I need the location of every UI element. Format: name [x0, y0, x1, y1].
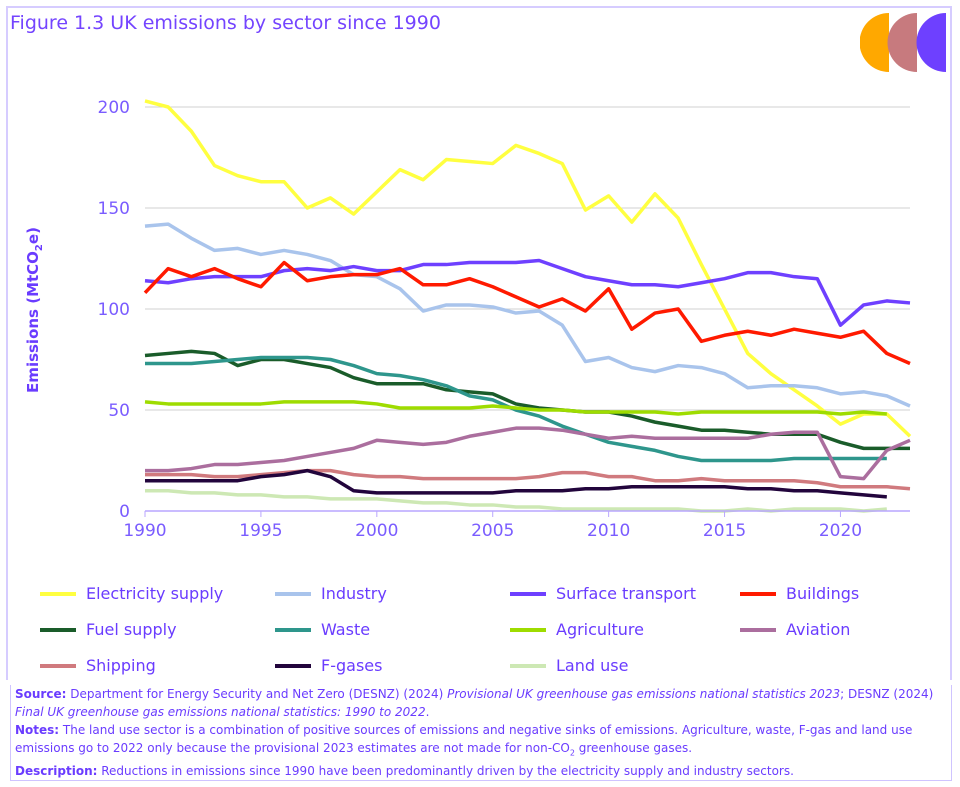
- footer-notes: Source: Department for Energy Security a…: [10, 685, 952, 781]
- legend-label: Land use: [556, 656, 629, 675]
- y-tick-label: 150: [98, 199, 130, 219]
- legend-label: Shipping: [86, 656, 156, 675]
- source-note: Source: Department for Energy Security a…: [15, 687, 934, 719]
- legend-label: F-gases: [321, 656, 383, 675]
- legend-item: Aviation: [740, 620, 850, 639]
- legend-label: Fuel supply: [86, 620, 177, 639]
- notes: Notes: The land use sector is a combinat…: [15, 723, 913, 758]
- legend-swatch: [275, 663, 311, 668]
- legend-label: Buildings: [786, 584, 860, 603]
- series-line-waste: [145, 355, 887, 463]
- y-axis-label: Emissions (MtCO2e): [24, 227, 45, 393]
- x-tick-label: 2015: [703, 521, 746, 541]
- y-tick-label: 200: [98, 98, 130, 118]
- y-tick-label: 0: [119, 502, 130, 522]
- legend-item: Surface transport: [510, 584, 696, 603]
- series-line-surface-transport: [144, 258, 911, 327]
- legend-item: Electricity supply: [40, 584, 223, 603]
- logo: [860, 13, 946, 72]
- legend-label: Waste: [321, 620, 371, 639]
- x-tick-label: 2020: [819, 521, 862, 541]
- x-tick-label: 2000: [355, 521, 398, 541]
- y-tick-label: 50: [108, 401, 130, 421]
- x-tick-label: 2010: [587, 521, 630, 541]
- series-line-aviation: [145, 426, 911, 481]
- legend-swatch: [275, 591, 311, 596]
- series-line-buildings: [143, 260, 911, 366]
- legend-swatch: [275, 627, 311, 632]
- legend-item: Buildings: [740, 584, 859, 603]
- legend-label: Aviation: [786, 620, 851, 639]
- x-tick-label: 2005: [471, 521, 514, 541]
- line-chart: 0 50 100 150 200 1990 1995 2000 2005 2010 2015 2020…: [24, 98, 912, 541]
- legend-swatch: [40, 627, 76, 632]
- legend-item: Shipping: [40, 656, 156, 675]
- legend-item: Waste: [275, 620, 370, 639]
- legend-swatch: [740, 627, 776, 632]
- series-line-shipping: [145, 468, 911, 491]
- series-line-land-use: [145, 489, 887, 513]
- legend-item: Fuel supply: [40, 620, 177, 639]
- x-tick-label: 1995: [239, 521, 282, 541]
- description: Description: Reductions in emissions sin…: [15, 764, 794, 779]
- x-tick-label: 1990: [123, 521, 166, 541]
- legend-swatch: [510, 627, 546, 632]
- legend-swatch: [40, 663, 76, 668]
- legend-item: F-gases: [275, 656, 382, 675]
- series-line-electricity-supply: [144, 99, 912, 438]
- legend-item: Agriculture: [510, 620, 644, 639]
- figure-title: Figure 1.3 UK emissions by sector since …: [10, 12, 441, 34]
- legend-item: Industry: [275, 584, 387, 603]
- logo-purple-semicircle: [916, 13, 946, 72]
- series-line-f-gases: [145, 468, 887, 499]
- legend-label: Electricity supply: [86, 584, 224, 603]
- series-line-industry: [144, 222, 911, 408]
- legend-label: Industry: [321, 584, 387, 603]
- legend-item: Land use: [510, 656, 628, 675]
- legend-swatch: [510, 591, 546, 596]
- legend-label: Surface transport: [556, 584, 696, 603]
- legend-swatch: [740, 591, 776, 596]
- series-line-agriculture: [144, 400, 887, 416]
- figure-border: [6, 6, 952, 680]
- logo-orange-semicircle: [860, 13, 889, 72]
- legend-swatch: [40, 591, 76, 596]
- y-tick-label: 100: [98, 300, 130, 320]
- logo-pink-semicircle: [887, 13, 917, 72]
- legend-label: Agriculture: [556, 620, 644, 639]
- legend-swatch: [510, 663, 546, 668]
